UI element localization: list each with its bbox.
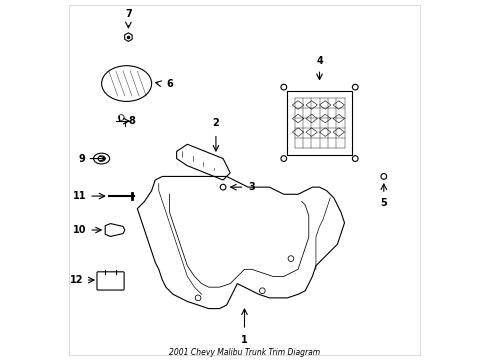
- Text: 3: 3: [247, 182, 254, 192]
- Text: 8: 8: [128, 116, 135, 126]
- Text: 4: 4: [316, 56, 322, 66]
- Text: 12: 12: [69, 275, 83, 285]
- Text: 11: 11: [73, 191, 86, 201]
- Text: 10: 10: [73, 225, 86, 235]
- Text: 7: 7: [125, 9, 131, 19]
- Text: 1: 1: [241, 336, 247, 345]
- Text: 6: 6: [165, 78, 172, 89]
- Text: 5: 5: [380, 198, 386, 208]
- Text: 9: 9: [79, 154, 85, 163]
- Text: 2001 Chevy Malibu Trunk Trim Diagram: 2001 Chevy Malibu Trunk Trim Diagram: [168, 348, 320, 357]
- Text: 2: 2: [212, 118, 219, 128]
